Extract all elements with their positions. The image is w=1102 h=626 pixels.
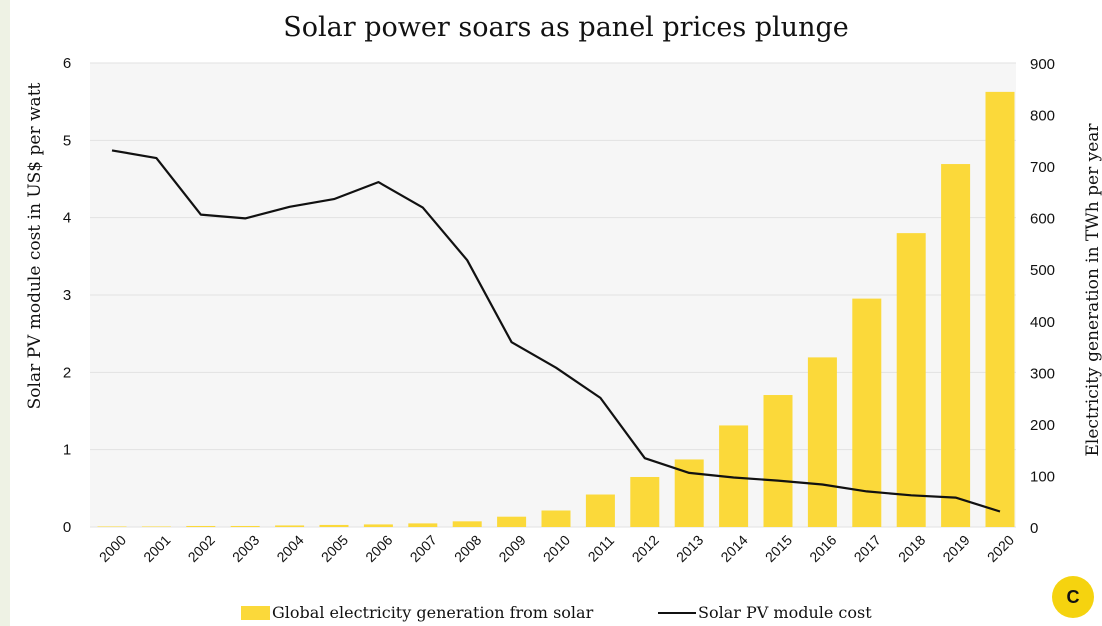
left-tick-label: 6 xyxy=(63,55,71,72)
right-tick-label: 600 xyxy=(1030,211,1055,228)
x-tick-label: 2014 xyxy=(717,532,750,565)
bar-2012 xyxy=(630,476,660,527)
bar-2005 xyxy=(319,524,349,527)
right-tick-label: 500 xyxy=(1030,262,1055,279)
bar-2000 xyxy=(97,526,127,527)
x-tick-label: 2002 xyxy=(185,532,218,565)
left-axis-ticks: 0 1 2 3 4 5 6 xyxy=(63,55,71,536)
bar-2007 xyxy=(408,523,438,527)
x-tick-label: 2019 xyxy=(939,532,972,565)
x-tick-label: 2005 xyxy=(318,532,351,565)
bar-2002 xyxy=(186,525,216,527)
left-edge-strip xyxy=(0,0,10,626)
right-tick-label: 200 xyxy=(1030,417,1055,434)
bar-2004 xyxy=(275,525,305,527)
x-tick-label: 2016 xyxy=(806,532,839,565)
right-axis-ticks: 0 100 200 300 400 500 600 700 800 900 xyxy=(1030,56,1055,537)
bar-2003 xyxy=(230,525,260,527)
right-axis-title: Electricity generation in TWh per year xyxy=(1083,123,1102,457)
line-series xyxy=(111,149,1001,513)
x-tick-label: 2009 xyxy=(495,532,528,565)
right-tick-label: 800 xyxy=(1030,108,1055,125)
x-tick-label: 2017 xyxy=(851,532,884,565)
x-tick-label: 2012 xyxy=(629,532,662,565)
bar-2001 xyxy=(141,526,171,527)
logo-circle xyxy=(1052,576,1094,618)
x-tick-label: 2001 xyxy=(140,532,173,565)
right-tick-label: 0 xyxy=(1030,520,1038,537)
bar-2015 xyxy=(763,395,793,527)
left-tick-label: 2 xyxy=(63,364,71,381)
x-tick-label: 2020 xyxy=(984,532,1017,565)
chart-title: Solar power soars as panel prices plunge xyxy=(283,12,848,43)
left-axis-title: Solar PV module cost in US$ per watt xyxy=(25,82,45,409)
bar-2020 xyxy=(985,91,1015,528)
bar-2016 xyxy=(807,357,837,527)
x-tick-label: 2010 xyxy=(540,532,573,565)
legend: Global electricity generation from solar… xyxy=(241,603,872,622)
right-tick-label: 400 xyxy=(1030,314,1055,331)
bar-2011 xyxy=(585,494,615,527)
x-axis-ticks: 2000 2001 2002 2003 2004 2005 2006 2007 2008 2009… xyxy=(96,532,1017,565)
right-tick-label: 900 xyxy=(1030,56,1055,73)
left-tick-label: 5 xyxy=(63,132,71,149)
left-tick-label: 3 xyxy=(63,287,71,304)
right-tick-label: 700 xyxy=(1030,159,1055,176)
x-tick-label: 2018 xyxy=(895,532,928,565)
bar-2008 xyxy=(452,521,482,527)
right-tick-label: 100 xyxy=(1030,468,1055,485)
bar-2009 xyxy=(497,516,527,527)
x-tick-label: 2000 xyxy=(96,532,129,565)
bar-2018 xyxy=(896,233,926,527)
x-tick-label: 2004 xyxy=(273,532,306,565)
legend-bar-swatch xyxy=(241,606,270,620)
x-tick-label: 2015 xyxy=(762,532,795,565)
right-tick-label: 300 xyxy=(1030,365,1055,382)
bar-2019 xyxy=(941,164,971,527)
legend-bar-label: Global electricity generation from solar xyxy=(272,603,594,622)
logo: C xyxy=(1052,576,1094,618)
bar-series xyxy=(97,91,1015,528)
x-tick-label: 2003 xyxy=(229,532,262,565)
logo-letter: C xyxy=(1067,587,1080,607)
x-tick-label: 2008 xyxy=(451,532,484,565)
legend-line-label: Solar PV module cost xyxy=(698,603,872,622)
x-tick-label: 2013 xyxy=(673,532,706,565)
x-tick-label: 2007 xyxy=(407,532,440,565)
x-tick-label: 2011 xyxy=(585,532,618,565)
left-tick-label: 0 xyxy=(63,519,71,536)
left-tick-label: 1 xyxy=(63,442,71,459)
x-tick-label: 2006 xyxy=(362,532,395,565)
bar-2006 xyxy=(363,524,393,527)
bar-2010 xyxy=(541,510,571,527)
left-tick-label: 4 xyxy=(63,210,71,227)
